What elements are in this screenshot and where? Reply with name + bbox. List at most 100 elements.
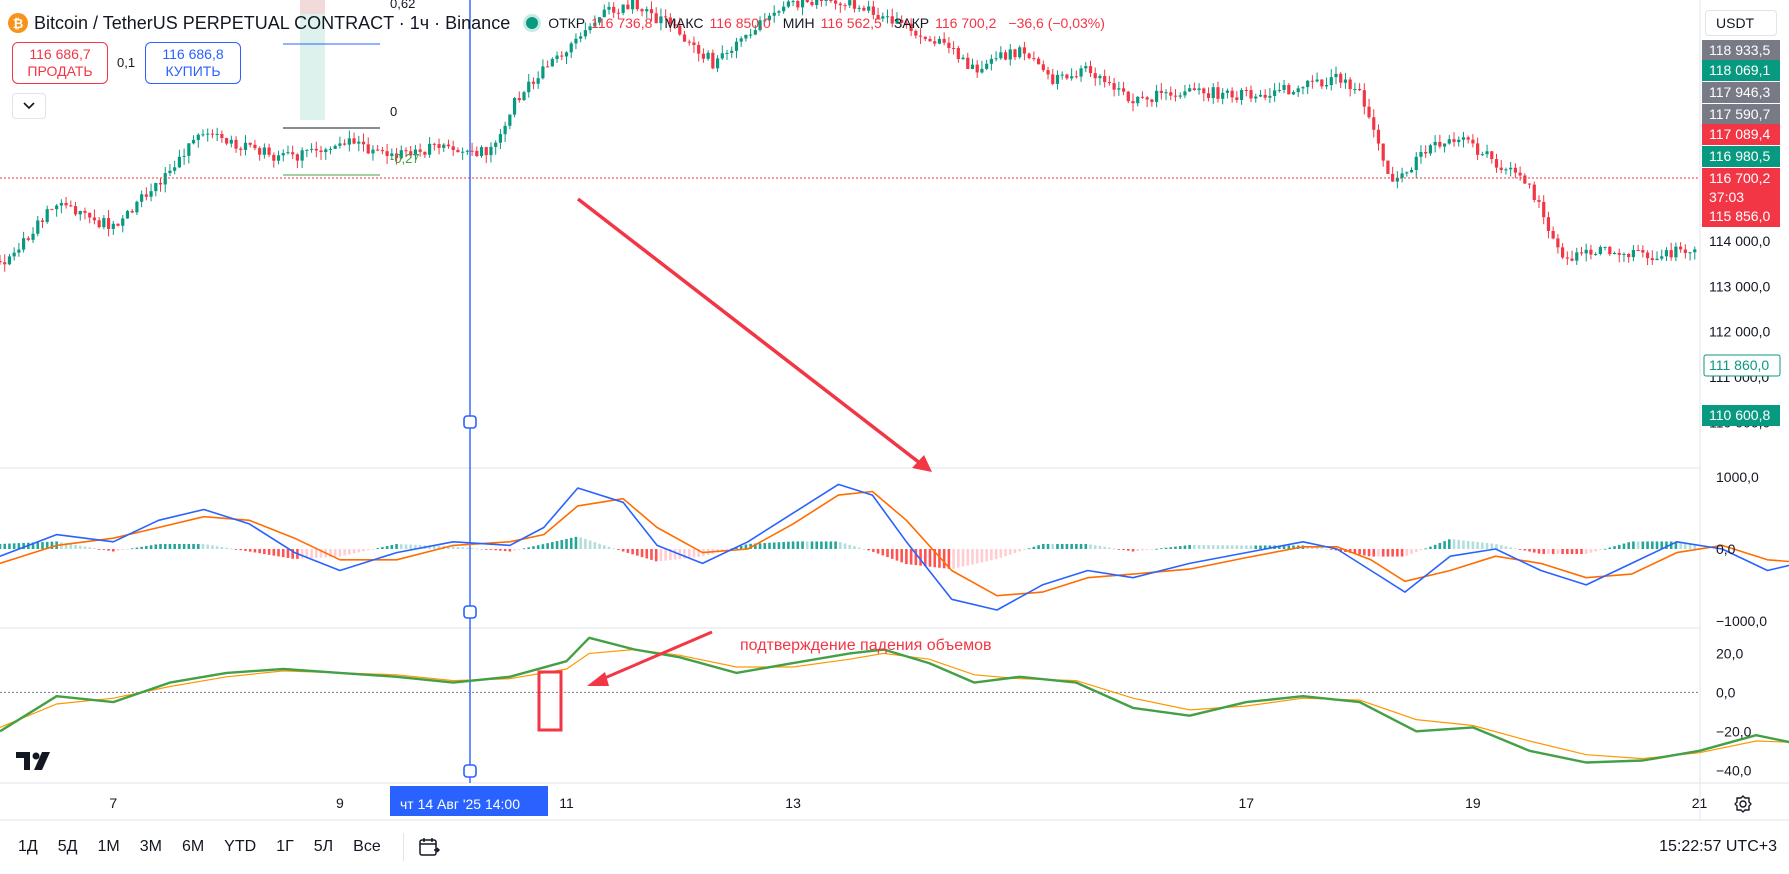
sell-button[interactable]: 116 686,7 ПРОДАТЬ bbox=[12, 42, 108, 84]
macd-histogram-bar bbox=[579, 537, 582, 549]
macd-histogram-bar bbox=[1627, 542, 1630, 549]
ohlc-close-key: ЗАКР bbox=[893, 15, 930, 31]
candle-up bbox=[1197, 88, 1201, 90]
range-ytd[interactable]: YTD bbox=[224, 838, 257, 855]
candle-up bbox=[196, 134, 200, 140]
macd-histogram-bar bbox=[725, 549, 729, 550]
bar-countdown-text: 37:03 bbox=[1709, 189, 1744, 205]
macd-histogram-bar bbox=[126, 549, 129, 550]
candle-down bbox=[343, 143, 347, 145]
volume-axis-label: 0,0 bbox=[1716, 684, 1736, 700]
candle-down bbox=[810, 1, 814, 6]
price-tag-text: 116 980,5 bbox=[1709, 148, 1770, 164]
candle-up bbox=[739, 38, 743, 42]
candle-down bbox=[1565, 257, 1569, 259]
candle-up bbox=[1584, 249, 1588, 254]
macd-histogram-bar bbox=[1424, 548, 1427, 550]
macd-histogram-bar bbox=[1249, 545, 1253, 549]
candle-down bbox=[1339, 73, 1343, 83]
collapse-chevron-button[interactable] bbox=[12, 93, 46, 119]
candle-up bbox=[881, 16, 885, 19]
range-5d[interactable]: 5Д bbox=[57, 838, 78, 855]
range-5y[interactable]: 5Л bbox=[313, 838, 334, 855]
candle-up bbox=[111, 223, 115, 229]
macd-histogram-bar bbox=[602, 545, 606, 549]
candle-up bbox=[168, 170, 172, 174]
macd-histogram-bar bbox=[805, 541, 809, 549]
macd-histogram-bar bbox=[772, 542, 776, 549]
candle-up bbox=[857, 7, 861, 9]
candle-down bbox=[862, 7, 866, 11]
macd-histogram-bar bbox=[1051, 543, 1055, 549]
candle-down bbox=[83, 210, 87, 213]
macd-histogram-bar bbox=[1372, 549, 1376, 557]
macd-histogram-bar bbox=[857, 547, 861, 549]
range-6m[interactable]: 6М bbox=[181, 838, 205, 855]
date-marker-handle[interactable] bbox=[463, 764, 477, 778]
macd-histogram-bar bbox=[267, 549, 271, 555]
candle-up bbox=[1277, 89, 1281, 91]
gear-icon[interactable] bbox=[1733, 794, 1753, 814]
candle-up bbox=[1461, 137, 1466, 140]
candle-down bbox=[852, 0, 857, 9]
ohlc-values: ОТКР 116 736,8 МАКС 116 850,0 МИН 116 562,5… bbox=[548, 15, 1111, 31]
candle-down bbox=[1669, 250, 1673, 258]
symbol-title[interactable]: Bitcoin / TetherUS PERPETUAL CONTRACT · … bbox=[34, 12, 511, 33]
macd-histogram-bar bbox=[527, 547, 531, 549]
macd-histogram-bar bbox=[1561, 549, 1564, 555]
annotation-arrow-line bbox=[599, 630, 713, 682]
clock-readout[interactable]: 15:22:57 UTC+3 bbox=[1659, 838, 1777, 855]
calendar-range-icon[interactable] bbox=[418, 836, 440, 858]
candle-up bbox=[442, 144, 446, 148]
macd-histogram-bar bbox=[116, 549, 120, 551]
candle-down bbox=[687, 41, 691, 43]
candle-down bbox=[1537, 199, 1541, 202]
candle-up bbox=[985, 63, 989, 69]
macd-histogram-bar bbox=[990, 549, 993, 561]
candle-up bbox=[276, 155, 281, 161]
buy-button[interactable]: 116 686,8 КУПИТЬ bbox=[145, 42, 241, 84]
range-3m[interactable]: 3М bbox=[139, 838, 162, 855]
macd-histogram-bar bbox=[211, 545, 214, 549]
tradingview-logo[interactable] bbox=[16, 750, 54, 776]
range-1y[interactable]: 1Г bbox=[276, 838, 294, 855]
candle-up bbox=[777, 11, 781, 13]
macd-histogram-bar bbox=[872, 549, 875, 552]
ohlc-open-value: 116 736,8 bbox=[591, 15, 653, 31]
date-marker-handle[interactable] bbox=[463, 415, 477, 429]
candle-down bbox=[484, 147, 488, 156]
range-1m[interactable]: 1М bbox=[97, 838, 120, 855]
price-tag-text: 117 590,7 bbox=[1709, 106, 1770, 122]
macd-histogram-bar bbox=[88, 547, 91, 549]
candle-up bbox=[508, 114, 512, 126]
macd-histogram-bar bbox=[1547, 549, 1550, 555]
macd-histogram-bar bbox=[1499, 545, 1503, 549]
candle-down bbox=[1372, 117, 1376, 130]
macd-histogram-bar bbox=[687, 549, 691, 559]
macd-histogram-bar bbox=[319, 549, 323, 558]
macd-histogram-bar bbox=[1287, 545, 1291, 549]
macd-histogram-bar bbox=[414, 544, 417, 549]
currency-selector[interactable]: USDT bbox=[1705, 10, 1777, 36]
date-marker-handle[interactable] bbox=[463, 605, 477, 619]
volume-axis-label: −20,0 bbox=[1716, 723, 1752, 739]
macd-histogram-bar bbox=[447, 546, 450, 549]
candle-up bbox=[1329, 77, 1333, 86]
candle-down bbox=[1499, 167, 1503, 171]
macd-histogram-bar bbox=[1093, 545, 1097, 549]
candle-down bbox=[1381, 143, 1385, 161]
price-tag bbox=[1702, 146, 1780, 167]
candle-down bbox=[1532, 184, 1536, 200]
price-tag-text: 117 946,3 bbox=[1709, 84, 1770, 100]
macd-histogram-bar bbox=[829, 541, 833, 549]
macd-histogram-bar bbox=[1532, 549, 1536, 553]
macd-histogram-bar bbox=[159, 543, 162, 549]
candle-up bbox=[1442, 143, 1447, 147]
macd-histogram-bar bbox=[801, 541, 804, 549]
macd-histogram-bar bbox=[1405, 549, 1409, 556]
macd-histogram-bar bbox=[791, 541, 795, 549]
macd-histogram-bar bbox=[376, 548, 379, 549]
range-1d[interactable]: 1Д bbox=[18, 838, 38, 855]
range-all[interactable]: Все bbox=[353, 838, 381, 855]
